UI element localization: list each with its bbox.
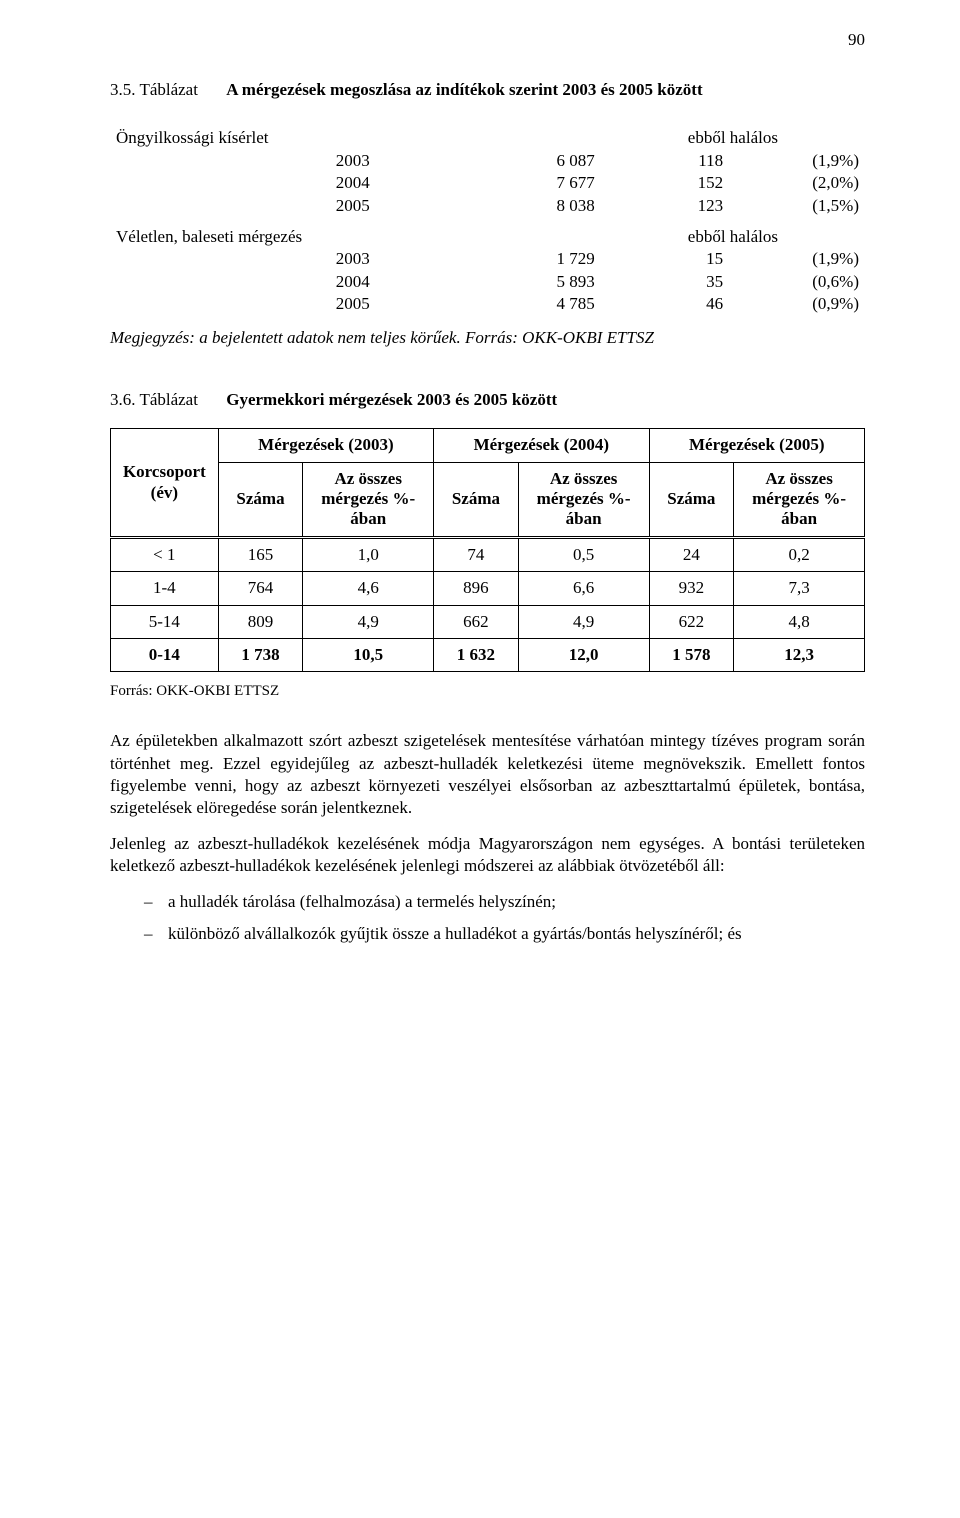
tb-r1-n2: 896 — [434, 572, 519, 605]
table-a-note: Megjegyzés: a bejelentett adatok nem tel… — [110, 328, 865, 348]
ta-g1-name: Véletlen, baleseti mérgezés — [110, 217, 450, 248]
tb-r2-n3: 622 — [649, 605, 734, 638]
tb-sh-pct-2: Az összes mérgezés %-ában — [734, 462, 865, 537]
tb-r1-n3: 932 — [649, 572, 734, 605]
ta-g0-r0-year: 2003 — [110, 150, 450, 172]
table-row: 1-4 764 4,6 896 6,6 932 7,3 — [111, 572, 865, 605]
tb-t-n2: 1 632 — [434, 639, 519, 672]
ta-g1-r2-count: 4 785 — [450, 293, 601, 315]
ta-g0-r1-count: 7 677 — [450, 172, 601, 194]
tb-col-group: Korcsoport (év) — [111, 429, 219, 538]
tb-t-p2: 12,0 — [518, 639, 649, 672]
list-item: a hulladék tárolása (felhalmozása) a ter… — [144, 891, 865, 913]
ta-g0-r2-pct: (1,5%) — [729, 195, 865, 217]
ta-g0-r1-pct: (2,0%) — [729, 172, 865, 194]
ta-g0-r0-pct: (1,9%) — [729, 150, 865, 172]
paragraph-2: Jelenleg az azbeszt-hulladékok kezelésén… — [110, 833, 865, 877]
tb-r1-n1: 764 — [218, 572, 303, 605]
ta-g1-r1-deaths: 35 — [601, 271, 729, 293]
paragraph-1: Az épületekben alkalmazott szórt azbeszt… — [110, 730, 865, 818]
tb-r1-age: 1-4 — [111, 572, 219, 605]
tb-r0-p1: 1,0 — [303, 537, 434, 571]
tb-t-age: 0-14 — [111, 639, 219, 672]
tb-r2-n1: 809 — [218, 605, 303, 638]
ta-g1-r1-year: 2004 — [110, 271, 450, 293]
table-b-title-text: Gyermekkori mérgezések 2003 és 2005 közö… — [226, 390, 557, 409]
ta-g1-r2-year: 2005 — [110, 293, 450, 315]
ta-g0-name: Öngyilkossági kísérlet — [110, 118, 450, 149]
tb-sh-count-2: Száma — [649, 462, 734, 537]
tb-yh-0: Mérgezések (2003) — [218, 429, 433, 462]
tb-yh-1: Mérgezések (2004) — [434, 429, 649, 462]
table-b-title: 3.6. Táblázat Gyermekkori mérgezések 200… — [110, 390, 865, 410]
table-row: 2004 5 893 35 (0,6%) — [110, 271, 865, 293]
tb-r1-p1: 4,6 — [303, 572, 434, 605]
tb-t-p3: 12,3 — [734, 639, 865, 672]
table-row: < 1 165 1,0 74 0,5 24 0,2 — [111, 537, 865, 571]
tb-r0-p3: 0,2 — [734, 537, 865, 571]
ta-g0-r0-count: 6 087 — [450, 150, 601, 172]
tb-sh-count-1: Száma — [434, 462, 519, 537]
ta-g1-header-right: ebből halálos — [601, 217, 865, 248]
page-number: 90 — [848, 30, 865, 50]
tb-r0-age: < 1 — [111, 537, 219, 571]
ta-g1-r1-pct: (0,6%) — [729, 271, 865, 293]
table-row: 2004 7 677 152 (2,0%) — [110, 172, 865, 194]
table-row: 2003 1 729 15 (1,9%) — [110, 248, 865, 270]
tb-sh-pct-1: Az összes mérgezés %-ában — [518, 462, 649, 537]
tb-r2-age: 5-14 — [111, 605, 219, 638]
ta-g0-r1-deaths: 152 — [601, 172, 729, 194]
table-row: 2003 6 087 118 (1,9%) — [110, 150, 865, 172]
table-b-lead: 3.6. Táblázat — [110, 390, 198, 410]
tb-r2-p1: 4,9 — [303, 605, 434, 638]
ta-g1-r0-deaths: 15 — [601, 248, 729, 270]
table-row: 5-14 809 4,9 662 4,9 622 4,8 — [111, 605, 865, 638]
ta-g1-r1-count: 5 893 — [450, 271, 601, 293]
ta-g0-r1-year: 2004 — [110, 172, 450, 194]
table-row-total: 0-14 1 738 10,5 1 632 12,0 1 578 12,3 — [111, 639, 865, 672]
tb-t-n3: 1 578 — [649, 639, 734, 672]
ta-g1-r2-deaths: 46 — [601, 293, 729, 315]
tb-r2-n2: 662 — [434, 605, 519, 638]
tb-sh-count-0: Száma — [218, 462, 303, 537]
tb-t-n1: 1 738 — [218, 639, 303, 672]
tb-sh-pct-0: Az összes mérgezés %-ában — [303, 462, 434, 537]
table-row: 2005 4 785 46 (0,9%) — [110, 293, 865, 315]
ta-g1-r0-count: 1 729 — [450, 248, 601, 270]
table-a-title-text: A mérgezések megoszlása az indítékok sze… — [226, 80, 702, 99]
table-b: Korcsoport (év) Mérgezések (2003) Mérgez… — [110, 428, 865, 672]
tb-r0-n1: 165 — [218, 537, 303, 571]
ta-g0-header-right: ebből halálos — [601, 118, 865, 149]
tb-r0-n2: 74 — [434, 537, 519, 571]
tb-r1-p2: 6,6 — [518, 572, 649, 605]
ta-g1-r0-pct: (1,9%) — [729, 248, 865, 270]
ta-g0-r2-deaths: 123 — [601, 195, 729, 217]
table-b-source: Forrás: OKK-OKBI ETTSZ — [110, 682, 865, 700]
tb-r0-n3: 24 — [649, 537, 734, 571]
tb-r2-p2: 4,9 — [518, 605, 649, 638]
tb-r2-p3: 4,8 — [734, 605, 865, 638]
ta-g1-r2-pct: (0,9%) — [729, 293, 865, 315]
tb-yh-2: Mérgezések (2005) — [649, 429, 864, 462]
table-row: 2005 8 038 123 (1,5%) — [110, 195, 865, 217]
table-a: Öngyilkossági kísérlet ebből halálos 200… — [110, 118, 865, 315]
list-item: különböző alvállalkozók gyűjtik össze a … — [144, 923, 865, 945]
ta-g0-r2-count: 8 038 — [450, 195, 601, 217]
ta-g0-r2-year: 2005 — [110, 195, 450, 217]
table-a-title: 3.5. Táblázat A mérgezések megoszlása az… — [110, 80, 865, 100]
ta-g0-r0-deaths: 118 — [601, 150, 729, 172]
ta-g1-r0-year: 2003 — [110, 248, 450, 270]
tb-r1-p3: 7,3 — [734, 572, 865, 605]
bullet-list: a hulladék tárolása (felhalmozása) a ter… — [144, 891, 865, 945]
table-a-lead: 3.5. Táblázat — [110, 80, 198, 100]
tb-t-p1: 10,5 — [303, 639, 434, 672]
tb-r0-p2: 0,5 — [518, 537, 649, 571]
